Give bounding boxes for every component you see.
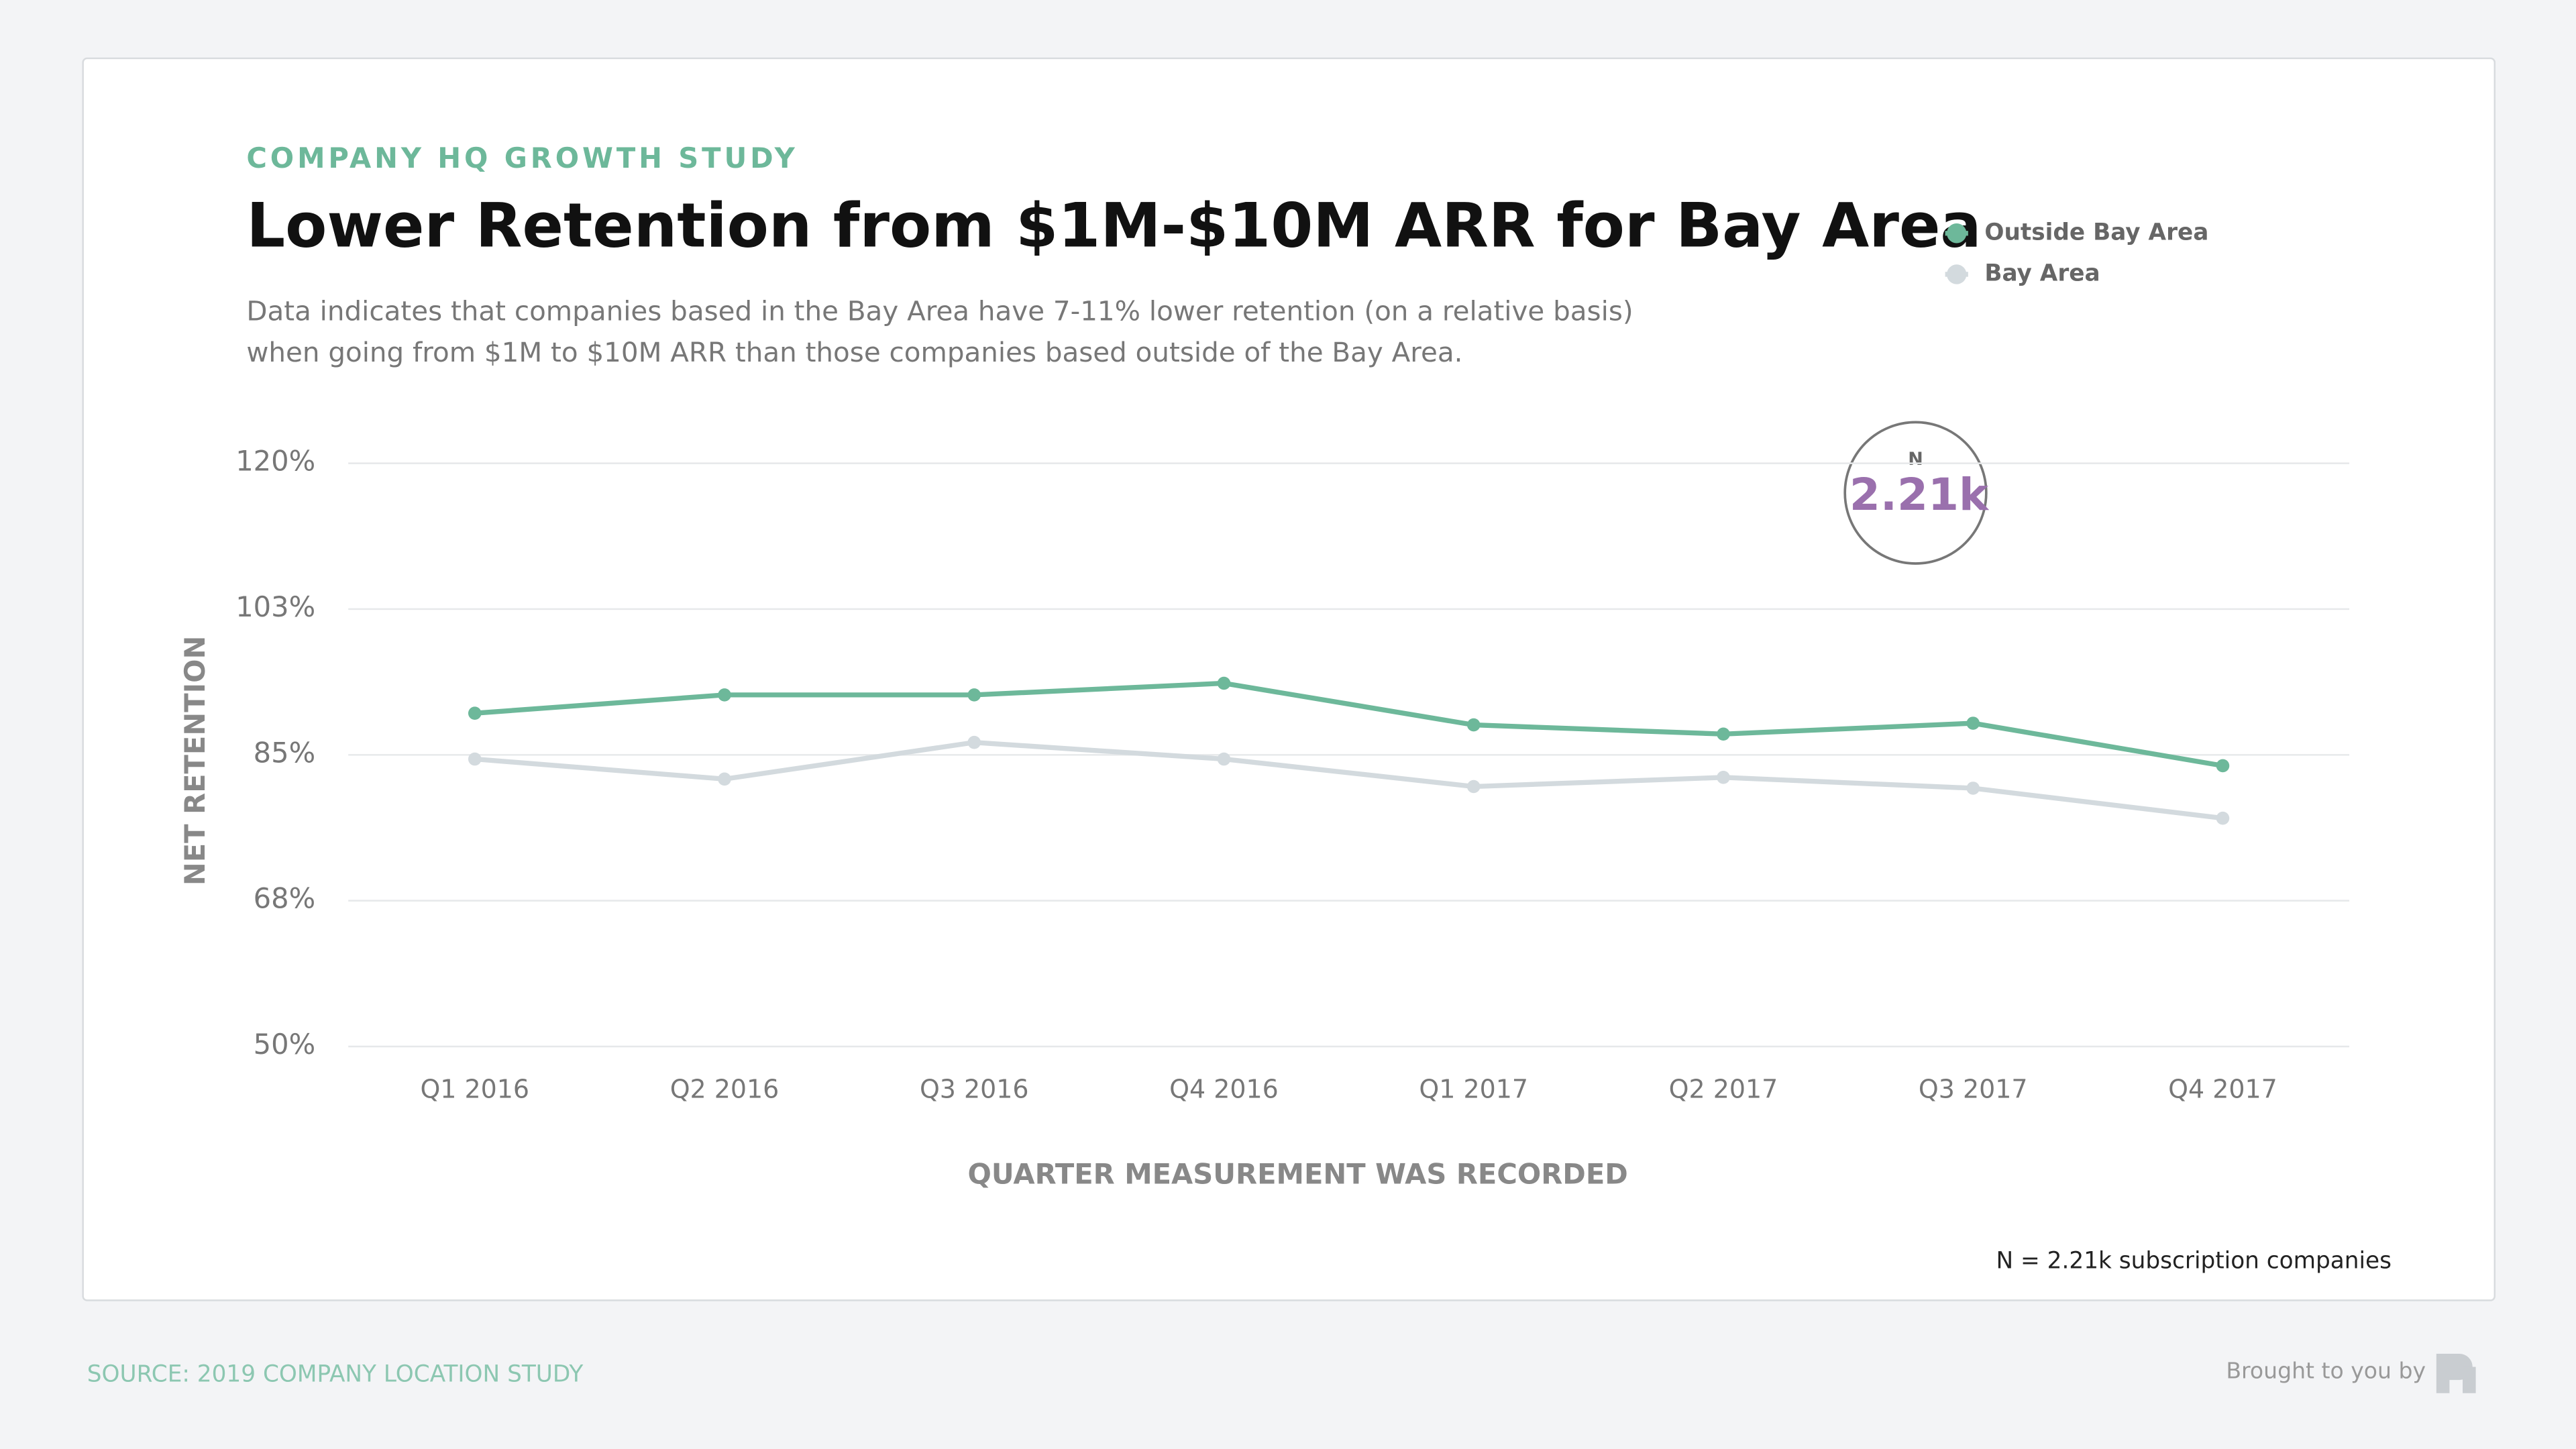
marker <box>1217 676 1231 690</box>
legend-label: Outside Bay Area <box>1984 219 2208 246</box>
x-tick-label: Q3 2017 <box>1919 1075 2028 1104</box>
x-axis-title: QUARTER MEASUREMENT WAS RECORDED <box>968 1157 1628 1190</box>
footnote: N = 2.21k subscription companies <box>1996 1248 2392 1275</box>
source: SOURCE: 2019 COMPANY LOCATION STUDY <box>87 1362 584 1389</box>
y-axis-title: NET RETENTION <box>178 636 211 885</box>
marker <box>1217 752 1231 766</box>
x-tick-label: Q4 2016 <box>1169 1075 1279 1104</box>
marker <box>1717 771 1730 784</box>
kicker: COMPANY HQ GROWTH STUDY <box>246 143 798 176</box>
marker <box>468 752 482 766</box>
credit: Brought to you by <box>2226 1358 2426 1385</box>
marker <box>1466 718 1481 732</box>
x-tick-label: Q1 2016 <box>420 1075 529 1104</box>
marker <box>1966 782 1980 795</box>
marker <box>1966 716 1980 730</box>
badge-value: 2.21k <box>1849 469 1990 521</box>
legend-marker <box>1947 264 1967 284</box>
card <box>82 57 2496 1301</box>
y-tick-label: 103% <box>235 590 315 623</box>
marker <box>967 735 981 749</box>
y-tick-label: 68% <box>254 882 316 915</box>
y-tick-label: 85% <box>254 736 316 769</box>
chart-subtitle: Data indicates that companies based in t… <box>246 295 1633 368</box>
chart-title: Lower Retention from $1M-$10M ARR for Ba… <box>246 191 1982 262</box>
marker <box>718 688 731 702</box>
legend-label: Bay Area <box>1984 260 2100 286</box>
badge-circle <box>1843 421 1988 565</box>
marker <box>2216 759 2230 773</box>
x-tick-label: Q2 2016 <box>670 1075 780 1104</box>
x-tick-label: Q4 2017 <box>2168 1075 2277 1104</box>
line <box>474 739 2223 821</box>
x-tick-label: Q3 2016 <box>920 1075 1029 1104</box>
x-tick-label: Q2 2017 <box>1669 1075 1778 1104</box>
legend-marker <box>1947 223 1967 244</box>
marker <box>967 688 981 702</box>
marker <box>718 772 731 786</box>
marker <box>468 706 482 720</box>
marker <box>2216 811 2230 825</box>
y-tick-label: 50% <box>254 1028 316 1061</box>
marker <box>1717 727 1730 741</box>
logo <box>2436 1353 2476 1393</box>
y-tick-label: 120% <box>235 445 315 478</box>
x-tick-label: Q1 2017 <box>1419 1075 1528 1104</box>
badge-label: N <box>1908 449 1923 470</box>
line <box>474 680 2224 769</box>
marker <box>1466 780 1481 794</box>
